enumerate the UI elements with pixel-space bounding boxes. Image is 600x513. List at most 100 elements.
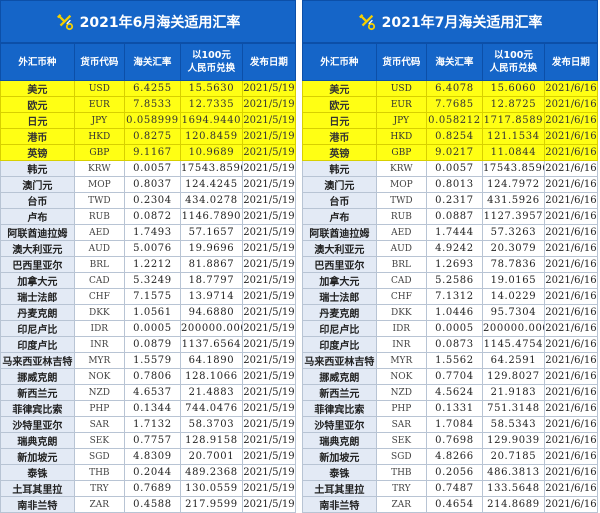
table-row: 瑞典克朗 SEK 0.7698 129.9039 2021/6/16: [302, 432, 599, 449]
currency-name: 丹麦克朗: [0, 304, 75, 321]
table-row: 巴西里亚尔 BRL 1.2212 81.8867 2021/5/19: [0, 256, 297, 273]
table-row: 英镑 GBP 9.1167 10.9689 2021/5/19: [0, 144, 297, 161]
table-row: 挪威克朗 NOK 0.7704 129.8027 2021/6/16: [302, 368, 599, 385]
table-row: 日元 JPY 0.058999 1694.9440 2021/5/19: [0, 112, 297, 129]
table-row: 加拿大元 CAD 5.2586 19.0165 2021/6/16: [302, 272, 599, 289]
currency-code: KRW: [73, 160, 125, 177]
currency-code: TRY: [375, 480, 427, 497]
currency-name: 挪威克朗: [0, 368, 75, 385]
per-100-cny: 751.3148: [481, 400, 545, 417]
column-header: 货币代码: [375, 43, 427, 81]
table-row: 阿联酋迪拉姆 AED 1.7444 57.3263 2021/6/16: [302, 224, 599, 241]
column-header: 以100元 人民币兑换: [179, 43, 243, 81]
table-title-text: 2021年6月海关适用汇率: [79, 14, 241, 31]
publish-date: 2021/6/16: [543, 112, 599, 129]
per-100-cny: 94.6880: [179, 304, 243, 321]
customs-rate: 1.2212: [123, 256, 181, 273]
publish-date: 2021/6/16: [543, 208, 599, 225]
currency-code: CAD: [375, 272, 427, 289]
rate-table: 外汇币种 货币代码 海关汇率 以100元 人民币兑换 发布日期 美元 USD 6.4078 15…: [302, 43, 599, 513]
per-100-cny: 21.9183: [481, 384, 545, 401]
table-row: 新加坡元 SGD 4.8309 20.7001 2021/5/19: [0, 448, 297, 465]
publish-date: 2021/6/16: [543, 160, 599, 177]
customs-rate: 0.4588: [123, 496, 181, 513]
per-100-cny: 1717.8589: [481, 112, 545, 129]
customs-rate: 5.0076: [123, 240, 181, 257]
currency-name: 马来西亚林吉特: [0, 352, 75, 369]
table-row: 台币 TWD 0.2304 434.0278 2021/5/19: [0, 192, 297, 209]
per-100-cny: 124.7972: [481, 176, 545, 193]
currency-name: 瑞典克朗: [302, 432, 377, 449]
per-100-cny: 1145.4754: [481, 336, 545, 353]
publish-date: 2021/5/19: [241, 112, 297, 129]
tools-icon: [358, 13, 375, 30]
per-100-cny: 1694.9440: [179, 112, 243, 129]
table-row: 瑞典克朗 SEK 0.7757 128.9158 2021/5/19: [0, 432, 297, 449]
publish-date: 2021/5/19: [241, 496, 297, 513]
per-100-cny: 217.9599: [179, 496, 243, 513]
customs-rate: 0.058212: [425, 112, 483, 129]
column-header: 发布日期: [241, 43, 297, 81]
per-100-cny: 20.7185: [481, 448, 545, 465]
currency-name: 阿联酋迪拉姆: [302, 224, 377, 241]
currency-name: 港币: [302, 128, 377, 145]
currency-name: 新西兰元: [302, 384, 377, 401]
per-100-cny: 1127.3957: [481, 208, 545, 225]
publish-date: 2021/6/16: [543, 416, 599, 433]
currency-name: 印尼卢比: [302, 320, 377, 337]
tools-icon: [56, 13, 73, 30]
customs-rate: 0.2304: [123, 192, 181, 209]
column-header: 海关汇率: [123, 43, 181, 81]
per-100-cny: 57.1657: [179, 224, 243, 241]
publish-date: 2021/6/16: [543, 144, 599, 161]
per-100-cny: 10.9689: [179, 144, 243, 161]
customs-rate: 4.8309: [123, 448, 181, 465]
currency-code: JPY: [73, 112, 125, 129]
customs-rate: 1.2693: [425, 256, 483, 273]
table-row: 港币 HKD 0.8275 120.8459 2021/5/19: [0, 128, 297, 145]
per-100-cny: 121.1534: [481, 128, 545, 145]
currency-code: SAR: [375, 416, 427, 433]
per-100-cny: 200000.0000: [179, 320, 243, 337]
per-100-cny: 489.2368: [179, 464, 243, 481]
currency-name: 瑞典克朗: [0, 432, 75, 449]
currency-name: 澳大利亚元: [0, 240, 75, 257]
per-100-cny: 11.0844: [481, 144, 545, 161]
customs-rate: 7.7685: [425, 96, 483, 113]
currency-name: 卢布: [0, 208, 75, 225]
table-row: 泰铢 THB 0.2044 489.2368 2021/5/19: [0, 464, 297, 481]
publish-date: 2021/6/16: [543, 384, 599, 401]
currency-name: 台币: [0, 192, 75, 209]
publish-date: 2021/6/16: [543, 496, 599, 513]
per-100-cny: 130.0559: [179, 480, 243, 497]
table-title: 2021年6月海关适用汇率: [0, 0, 296, 43]
table-row: 英镑 GBP 9.0217 11.0844 2021/6/16: [302, 144, 599, 161]
rate-table: 外汇币种 货币代码 海关汇率 以100元 人民币兑换 发布日期 美元 USD 6.4255 15…: [0, 43, 297, 513]
customs-rate: 0.058999: [123, 112, 181, 129]
customs-rate: 0.8254: [425, 128, 483, 145]
publish-date: 2021/5/19: [241, 448, 297, 465]
publish-date: 2021/5/19: [241, 368, 297, 385]
per-100-cny: 64.1890: [179, 352, 243, 369]
currency-code: THB: [73, 464, 125, 481]
per-100-cny: 12.7335: [179, 96, 243, 113]
column-header: 发布日期: [543, 43, 599, 81]
currency-code: DKK: [73, 304, 125, 321]
table-row: 美元 USD 6.4078 15.6060 2021/6/16: [302, 80, 599, 97]
publish-date: 2021/6/16: [543, 256, 599, 273]
currency-name: 阿联酋迪拉姆: [0, 224, 75, 241]
table-row: 沙特里亚尔 SAR 1.7132 58.3703 2021/5/19: [0, 416, 297, 433]
currency-code: ZAR: [375, 496, 427, 513]
publish-date: 2021/5/19: [241, 352, 297, 369]
customs-rate: 0.8275: [123, 128, 181, 145]
table-row: 加拿大元 CAD 5.3249 18.7797 2021/5/19: [0, 272, 297, 289]
currency-name: 欧元: [0, 96, 75, 113]
currency-code: RUB: [375, 208, 427, 225]
table-row: 新西兰元 NZD 4.5624 21.9183 2021/6/16: [302, 384, 599, 401]
table-row: 欧元 EUR 7.8533 12.7335 2021/5/19: [0, 96, 297, 113]
customs-rate: 0.0057: [425, 160, 483, 177]
per-100-cny: 20.7001: [179, 448, 243, 465]
per-100-cny: 81.8867: [179, 256, 243, 273]
customs-rate: 0.7704: [425, 368, 483, 385]
